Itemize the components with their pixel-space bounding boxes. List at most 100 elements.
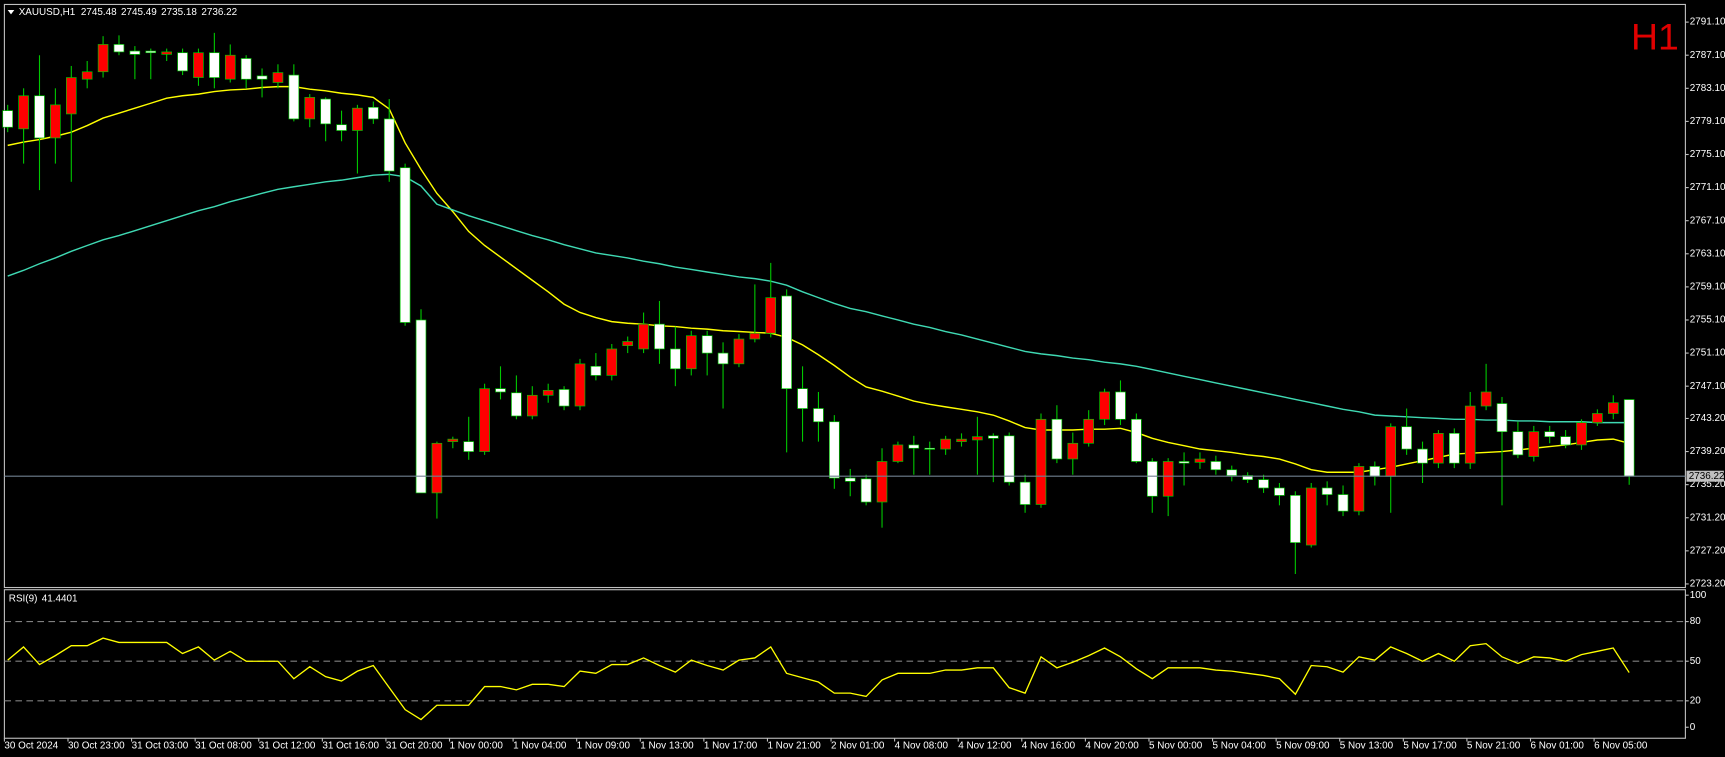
candle-body	[1226, 469, 1238, 476]
y-tick-label: 2755.10	[1690, 315, 1725, 326]
candle-body	[892, 444, 904, 462]
candle-body	[988, 435, 999, 439]
x-tick-label: 5 Nov 09:00	[1276, 741, 1330, 752]
x-tick-label: 1 Nov 13:00	[640, 741, 694, 752]
candle-body	[256, 75, 268, 80]
price-tag-label: 2736.22	[1689, 471, 1725, 482]
timeframe-label: H1	[1631, 16, 1679, 58]
candle-body	[177, 52, 188, 72]
x-tick-label: 2 Nov 01:00	[831, 741, 885, 752]
candle-body	[383, 118, 395, 172]
candle-body	[240, 58, 252, 80]
candle-body	[1099, 391, 1110, 420]
x-tick-label: 31 Oct 12:00	[259, 741, 316, 752]
rsi-panel	[3, 589, 1686, 739]
y-tick-label: 2743.20	[1690, 413, 1725, 424]
candle-body	[1592, 413, 1603, 423]
candle-body	[829, 421, 840, 479]
x-tick-label: 30 Oct 23:00	[68, 741, 125, 752]
high-value: 2745.49	[121, 7, 157, 18]
symbol: XAUUSD,H1	[19, 7, 76, 18]
candle-body	[288, 74, 300, 120]
y-tick-label: 2767.10	[1690, 215, 1725, 226]
candle-body	[66, 77, 77, 115]
y-tick-label: 20	[1690, 695, 1702, 706]
candle-body	[161, 51, 172, 55]
candle-body	[924, 447, 935, 450]
candle-body	[1608, 402, 1619, 414]
candle-body	[1560, 436, 1571, 446]
x-tick-label: 31 Oct 03:00	[132, 741, 189, 752]
candle-body	[2, 110, 13, 128]
candle-body	[940, 438, 951, 450]
candle-body	[479, 388, 490, 452]
candle-body	[1290, 495, 1301, 543]
candle-body	[145, 50, 157, 54]
candle-body	[781, 295, 792, 389]
close-value: 2736.22	[201, 7, 237, 18]
candle-body	[622, 341, 633, 346]
candle-body	[749, 332, 761, 340]
candle-body	[1353, 466, 1365, 512]
candle-body	[1131, 418, 1142, 462]
x-tick-label: 4 Nov 08:00	[895, 741, 949, 752]
candle-body	[1401, 426, 1412, 450]
candle-body	[638, 323, 649, 350]
rsi-line	[7, 637, 1630, 721]
y-tick-label: 2763.10	[1690, 248, 1725, 259]
candle-body	[272, 72, 284, 83]
y-tick-label: 2771.10	[1690, 182, 1725, 193]
y-tick-label: 2735.20	[1690, 479, 1725, 490]
y-tick-label: 2791.10	[1690, 17, 1725, 28]
candle-body	[1480, 391, 1492, 407]
candle-body	[813, 408, 824, 423]
candle-body	[113, 44, 125, 53]
candle-body	[654, 323, 665, 350]
candle-body	[81, 71, 93, 80]
main-panel	[3, 3, 1686, 589]
x-tick-label: 1 Nov 00:00	[450, 741, 504, 752]
y-tick-label: 80	[1690, 616, 1702, 627]
rsi-value: 41.4401	[42, 593, 78, 604]
rsi-title: RSI(9)	[9, 593, 38, 604]
candle-body	[336, 124, 347, 131]
open-value: 2745.48	[81, 7, 117, 18]
candle-body	[717, 352, 729, 365]
x-tick-label: 1 Nov 17:00	[704, 741, 758, 752]
candle-body	[129, 50, 141, 55]
candle-body	[606, 348, 618, 376]
candle-body	[1019, 481, 1031, 505]
candle-body	[1242, 475, 1253, 481]
candle-body	[542, 389, 554, 396]
candle-body	[1544, 431, 1555, 437]
x-tick-label: 31 Oct 08:00	[195, 741, 252, 752]
y-tick-label: 2731.20	[1690, 512, 1725, 523]
x-tick-label: 5 Nov 17:00	[1403, 741, 1457, 752]
x-tick-label: 4 Nov 16:00	[1022, 741, 1076, 752]
candle-body	[797, 388, 808, 409]
candle-body	[908, 444, 920, 449]
collapse-arrow[interactable]	[7, 9, 15, 15]
candle-body	[1067, 442, 1079, 460]
x-tick-label: 5 Nov 13:00	[1340, 741, 1394, 752]
candle-body	[447, 438, 459, 442]
y-tick-label: 2747.10	[1690, 381, 1725, 392]
y-tick-label: 2787.10	[1690, 50, 1725, 61]
candle-body	[431, 442, 443, 494]
candle-body	[1146, 461, 1158, 497]
candle-body	[1035, 418, 1047, 505]
x-tick-label: 6 Nov 01:00	[1530, 741, 1584, 752]
x-tick-label: 1 Nov 04:00	[513, 741, 567, 752]
candle-body	[97, 44, 109, 73]
candle-body	[765, 297, 777, 334]
plot-layer	[2, 21, 1689, 742]
candle-body	[193, 52, 204, 78]
candle-body	[1051, 418, 1063, 460]
candle-body	[1369, 466, 1381, 477]
candle-body	[34, 95, 45, 139]
rsi-header: RSI(9) 41.4401	[9, 593, 78, 604]
candle-body	[1449, 433, 1460, 464]
candle-body	[399, 167, 411, 323]
